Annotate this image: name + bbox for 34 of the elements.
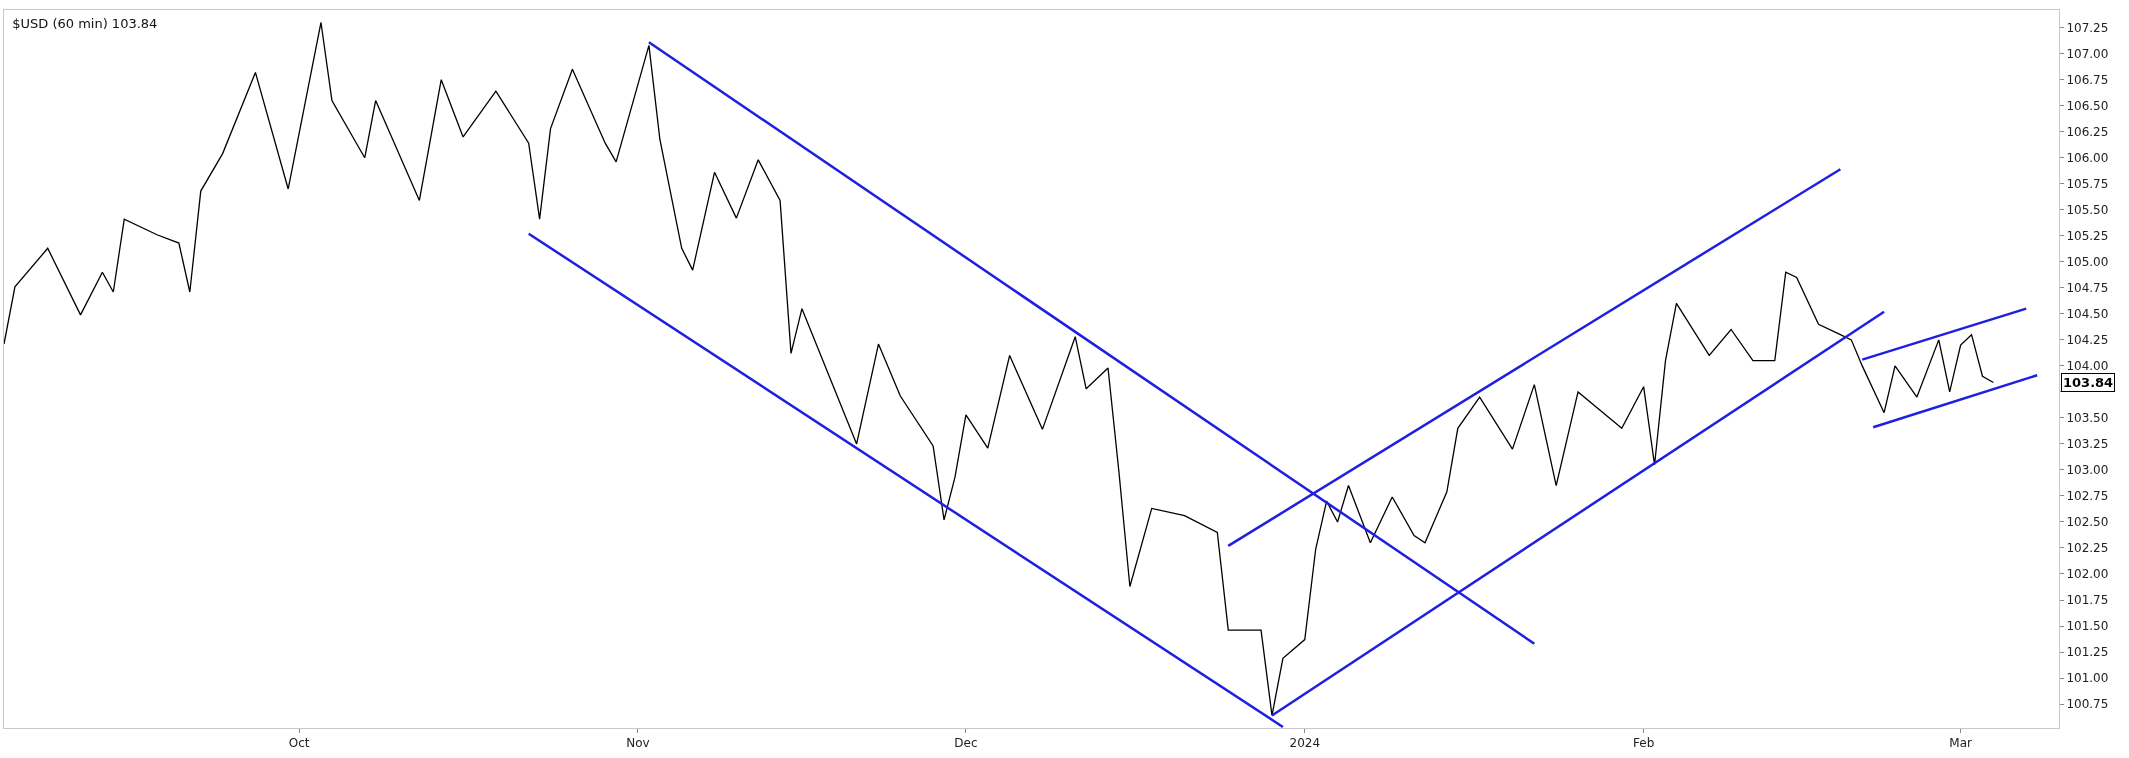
- text: 103.84: [2063, 375, 2114, 390]
- x-tick-label: Mar: [1949, 736, 1973, 751]
- y-tick-label: 104.00: [2066, 359, 2109, 374]
- y-tick-label: 106.50: [2066, 98, 2109, 113]
- y-tick-label: 106.00: [2066, 150, 2109, 165]
- y-tick-label: 106.75: [2066, 72, 2109, 87]
- x-tick-label: Dec: [954, 736, 978, 751]
- y-tick-label: 101.25: [2066, 645, 2109, 660]
- y-tick-label: 105.25: [2066, 229, 2109, 244]
- y-tick-label: 107.00: [2066, 46, 2109, 61]
- y-tick-label: 101.50: [2066, 619, 2109, 634]
- y-tick-label: 103.25: [2066, 437, 2109, 452]
- y-tick-label: 102.25: [2066, 541, 2109, 556]
- y-tick-label: 101.75: [2066, 593, 2109, 608]
- x-tick-label: Nov: [626, 736, 650, 751]
- x-tick-label: Feb: [1633, 736, 1655, 751]
- x-tick-label: 2024: [1289, 736, 1321, 751]
- y-tick-label: 101.00: [2066, 671, 2109, 686]
- y-tick-label: 104.25: [2066, 333, 2109, 348]
- y-tick-label: 105.75: [2066, 176, 2109, 191]
- y-tick-label: 100.75: [2066, 697, 2109, 712]
- y-tick-label: 104.75: [2066, 281, 2109, 296]
- x-tick-label: Oct: [288, 736, 310, 751]
- y-tick-label: 102.75: [2066, 489, 2109, 504]
- y-tick-label: 102.50: [2066, 515, 2109, 530]
- y-tick-label: 105.50: [2066, 202, 2109, 217]
- y-tick-label: 106.25: [2066, 124, 2109, 139]
- y-tick-label: 107.25: [2066, 20, 2109, 35]
- y-tick-label: 104.50: [2066, 307, 2109, 322]
- text: $USD (60 min) 103.84: [12, 16, 158, 32]
- y-tick-label: 102.00: [2066, 567, 2109, 582]
- y-tick-label: 103.50: [2066, 411, 2109, 426]
- y-tick-label: 105.00: [2066, 255, 2109, 270]
- y-tick-label: 103.00: [2066, 463, 2109, 478]
